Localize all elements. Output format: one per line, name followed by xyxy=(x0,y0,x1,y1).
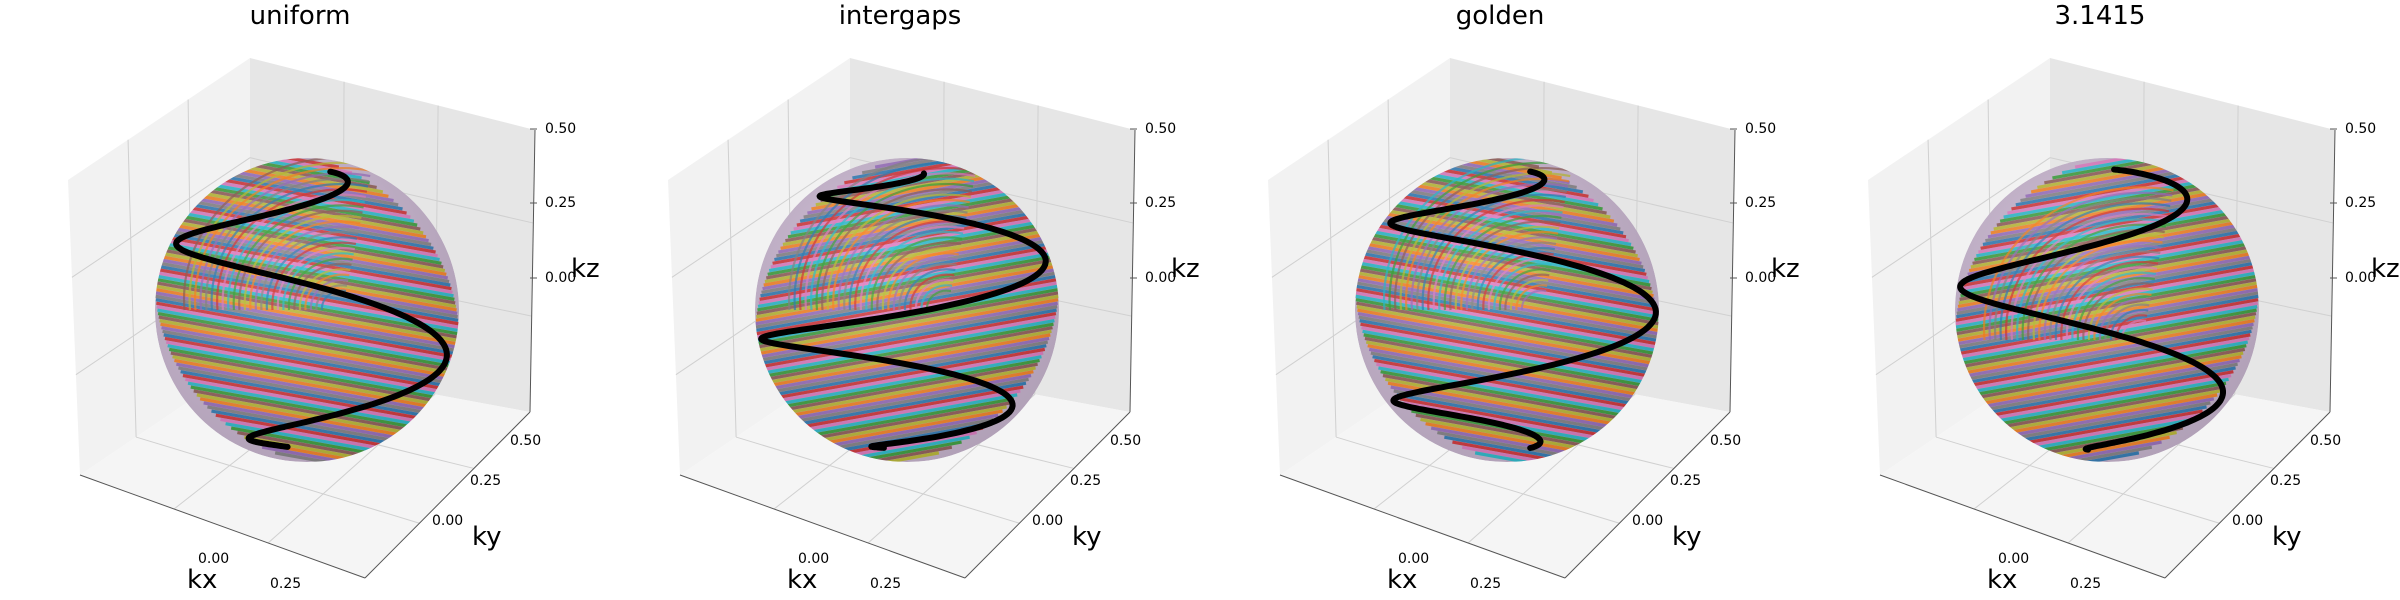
x-tick-label: 0.00 xyxy=(1998,551,2029,567)
y-tick-label: 0.00 xyxy=(1632,513,1663,529)
grid-line xyxy=(1335,436,1620,524)
y-axis-line xyxy=(2164,411,2331,579)
grid-line xyxy=(671,157,851,278)
y-axis-label: ky xyxy=(472,522,502,552)
y-tick-label: 0.00 xyxy=(432,513,463,529)
z-tick-label: 0.50 xyxy=(545,121,576,137)
z-tick-label: 0.00 xyxy=(2345,270,2376,286)
y-tick-label: 0.50 xyxy=(1710,433,1741,449)
subplot-title: uniform xyxy=(250,1,351,31)
subplot-1: uniform0.000.250.50kz0.000.250.50ky0.000… xyxy=(68,1,600,595)
grid-line xyxy=(1327,139,1337,438)
highlighted-interleave-line xyxy=(173,168,450,450)
z-tick-label: 0.25 xyxy=(1745,195,1776,211)
sphere-shading xyxy=(1955,158,2259,462)
subplot-2: intergaps0.000.250.50kz0.000.250.50ky0.0… xyxy=(668,1,1200,595)
y-axis-label: ky xyxy=(1072,522,1102,552)
y-tick-label: 0.00 xyxy=(1032,513,1063,529)
grid-line xyxy=(135,436,420,524)
floor-pane xyxy=(80,360,530,578)
subplot-title: intergaps xyxy=(839,1,962,31)
grid-line xyxy=(127,139,137,438)
y-axis-label: ky xyxy=(2272,522,2302,552)
subplot-title: golden xyxy=(1456,1,1545,31)
subplot-3: golden0.000.250.50kz0.000.250.50ky0.000.… xyxy=(1268,1,1800,595)
y-axis-label: ky xyxy=(1672,522,1702,552)
z-tick-label: 0.25 xyxy=(2345,195,2376,211)
x-axis-label: kx xyxy=(787,565,817,595)
highlighted-interleave-line xyxy=(758,170,1049,451)
sphere-surface xyxy=(155,158,459,462)
sphere-surface xyxy=(1955,158,2259,462)
z-axis-label: kz xyxy=(1171,254,1200,284)
x-axis-label: kx xyxy=(1387,565,1417,595)
sphere-shading xyxy=(755,158,1059,462)
grid-line xyxy=(71,157,251,278)
grid-line xyxy=(727,139,737,438)
sphere-surface xyxy=(755,158,1059,462)
subplot-title: 3.1415 xyxy=(2055,1,2146,31)
z-tick-label: 0.50 xyxy=(2345,121,2376,137)
subplot-4: 3.14150.000.250.50kz0.000.250.50ky0.000.… xyxy=(1868,1,2400,595)
x-axis-line xyxy=(1279,474,1566,579)
x-tick-label: 0.00 xyxy=(1398,551,1429,567)
x-tick-label: 0.00 xyxy=(798,551,829,567)
grid-line xyxy=(1271,157,1451,278)
y-tick-label: 0.25 xyxy=(470,473,501,489)
highlighted-interleave-line xyxy=(1957,166,2226,453)
z-tick-label: 0.00 xyxy=(1745,270,1776,286)
z-tick-label: 0.25 xyxy=(545,195,576,211)
z-axis-label: kz xyxy=(2371,254,2400,284)
x-axis-line xyxy=(679,474,966,579)
x-tick-label: 0.25 xyxy=(2070,576,2101,592)
grid-line xyxy=(1871,157,2051,278)
x-axis-label: kx xyxy=(1987,565,2017,595)
sphere-shading xyxy=(155,158,459,462)
sphere-surface xyxy=(1355,158,1659,462)
y-tick-label: 0.25 xyxy=(2270,473,2301,489)
z-axis-label: kz xyxy=(571,254,600,284)
y-tick-label: 0.00 xyxy=(2232,513,2263,529)
z-axis-line xyxy=(1729,129,1736,413)
z-axis-label: kz xyxy=(1771,254,1800,284)
z-tick-label: 0.00 xyxy=(545,270,576,286)
sphere-shading xyxy=(1355,158,1659,462)
z-tick-label: 0.00 xyxy=(1145,270,1176,286)
y-tick-label: 0.50 xyxy=(2310,433,2341,449)
floor-pane xyxy=(1880,360,2330,578)
y-tick-label: 0.50 xyxy=(1110,433,1141,449)
x-axis-label: kx xyxy=(187,565,217,595)
x-tick-label: 0.25 xyxy=(1470,576,1501,592)
y-axis-line xyxy=(964,411,1131,579)
z-axis-line xyxy=(1129,129,1136,413)
x-axis-line xyxy=(1879,474,2166,579)
z-tick-label: 0.50 xyxy=(1145,121,1176,137)
floor-pane xyxy=(680,360,1130,578)
highlighted-interleave-line xyxy=(1387,168,1659,451)
grid-line xyxy=(735,436,1020,524)
x-tick-label: 0.00 xyxy=(198,551,229,567)
z-tick-label: 0.50 xyxy=(1745,121,1776,137)
z-axis-line xyxy=(2329,129,2336,413)
grid-line xyxy=(1935,436,2220,524)
y-tick-label: 0.25 xyxy=(1070,473,1101,489)
x-tick-label: 0.25 xyxy=(270,576,301,592)
y-axis-line xyxy=(1564,411,1731,579)
y-tick-label: 0.25 xyxy=(1670,473,1701,489)
x-axis-line xyxy=(79,474,366,579)
x-tick-label: 0.25 xyxy=(870,576,901,592)
floor-pane xyxy=(1280,360,1730,578)
z-axis-line xyxy=(529,129,536,413)
y-axis-line xyxy=(364,411,531,579)
y-tick-label: 0.50 xyxy=(510,433,541,449)
grid-line xyxy=(1927,139,1937,438)
z-tick-label: 0.25 xyxy=(1145,195,1176,211)
